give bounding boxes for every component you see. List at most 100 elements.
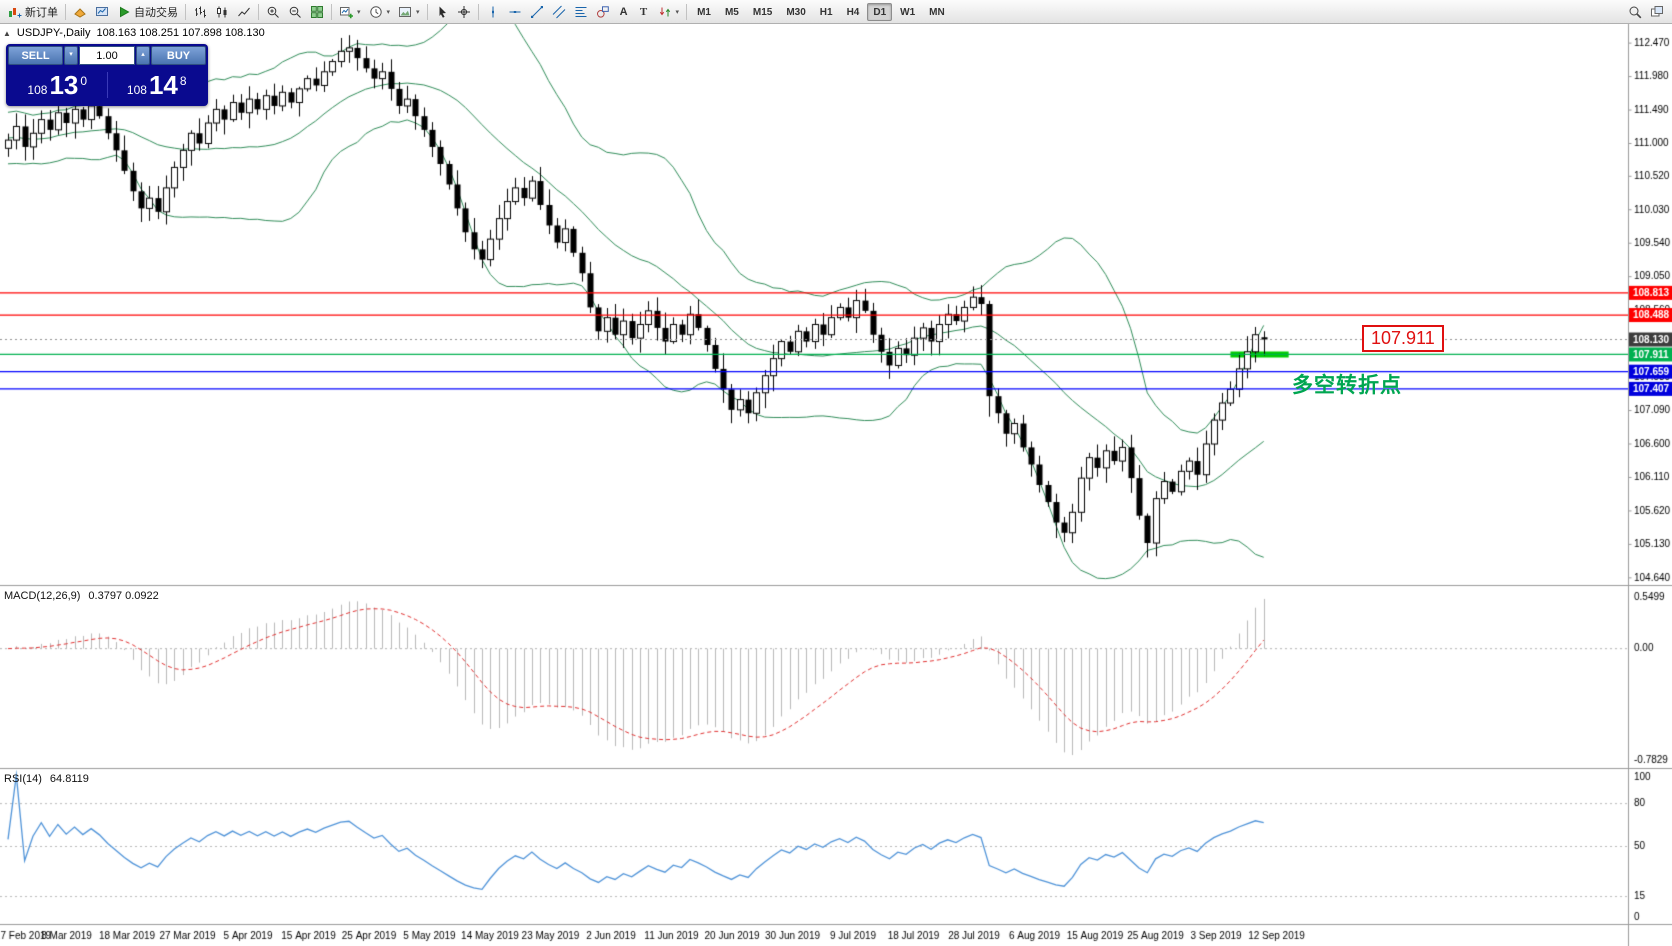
- dropdown-caret-icon: ▾: [357, 8, 361, 16]
- new-chart-icon: [340, 6, 353, 18]
- shapes-button[interactable]: [592, 2, 614, 22]
- rsi-name: RSI(14): [4, 773, 42, 785]
- timeframe-h4-button[interactable]: H4: [846, 6, 860, 18]
- candles-icon: [217, 6, 227, 17]
- autotrading-button[interactable]: 自动交易: [113, 2, 182, 22]
- buy-button[interactable]: BUY: [151, 46, 206, 65]
- play-icon: [120, 6, 130, 17]
- text-button[interactable]: A: [614, 2, 634, 22]
- crosshair-button[interactable]: [453, 2, 475, 22]
- timeframe-m30-button[interactable]: M30: [786, 6, 806, 18]
- chart-title: ▲ USDJPY-,Daily 108.163 108.251 107.898 …: [3, 27, 265, 39]
- hat-icon: [74, 7, 86, 18]
- text-a-icon: A: [619, 5, 628, 18]
- template-icon: [399, 6, 412, 17]
- trade-panel-controls: SELL ▾ ▴ BUY: [8, 46, 206, 65]
- crosshair-icon: [457, 5, 470, 18]
- tile-windows-button[interactable]: [306, 2, 328, 22]
- channel-icon: [552, 5, 565, 18]
- collapse-panel-icon[interactable]: ▲: [3, 28, 11, 38]
- rsi-indicator-label: RSI(14) 64.8119: [4, 773, 89, 785]
- timeframe-m1-button[interactable]: M1: [697, 6, 711, 18]
- clock-icon: [369, 5, 382, 18]
- dropdown-caret-icon: ▾: [416, 8, 420, 16]
- timeframe-mn-button[interactable]: MN: [929, 6, 945, 18]
- horizontal-line-button[interactable]: [504, 2, 526, 22]
- trend-icon: [530, 5, 543, 18]
- cursor-icon: [439, 6, 446, 18]
- vline-icon: [491, 6, 494, 17]
- dropdown-caret-icon: ▾: [675, 8, 680, 16]
- grid-icon: [311, 5, 323, 18]
- shapes-icon: [596, 5, 609, 18]
- text-t-icon: T: [639, 5, 648, 18]
- text-label-button[interactable]: T: [634, 2, 654, 22]
- window-icon: [1651, 5, 1663, 16]
- mql5-community-button[interactable]: [69, 2, 91, 22]
- toolbar-separator: [477, 3, 479, 20]
- candlestick-chart-button[interactable]: [211, 2, 233, 22]
- lot-size-input[interactable]: [79, 46, 135, 65]
- market-watch-button[interactable]: [91, 2, 113, 22]
- bar-chart-button[interactable]: [189, 2, 211, 22]
- cursor-button[interactable]: [431, 2, 453, 22]
- new-order-icon: [9, 7, 22, 17]
- timeframe-w1-button[interactable]: W1: [900, 6, 916, 18]
- market-icon: [96, 6, 108, 16]
- toolbar-separator: [331, 3, 332, 20]
- toolbar-separator: [686, 3, 688, 20]
- timeframe-h1-button[interactable]: H1: [819, 6, 833, 18]
- sell-button[interactable]: SELL: [8, 46, 63, 65]
- arrow-objects-button[interactable]: ▾: [654, 2, 684, 22]
- toolbar-separator: [185, 3, 186, 20]
- search-icon: [1629, 6, 1642, 18]
- price-annotation-box[interactable]: 107.911: [1362, 325, 1444, 353]
- fibonacci-retracement-button[interactable]: [570, 2, 592, 22]
- equidistant-channel-button[interactable]: [548, 2, 570, 22]
- timeframe-m15-button[interactable]: M15: [752, 6, 773, 18]
- trendline-button[interactable]: [526, 2, 548, 22]
- toolbar-right-group: [1624, 0, 1668, 24]
- timeframe-d1-button[interactable]: D1: [867, 2, 893, 21]
- rsi-value: 64.8119: [49, 773, 89, 785]
- vertical-line-button[interactable]: [482, 2, 504, 22]
- zoom-out-button[interactable]: [284, 2, 306, 22]
- zoom-in-icon: [267, 6, 279, 18]
- main-toolbar: 新订单 自动交易 ▾ ▾ ▾ A T ▾ M1 M5 M15 M30 H1 H4 D1 W1 MN: [0, 0, 1672, 24]
- price-divider: [106, 71, 108, 98]
- toolbar-separator: [258, 3, 259, 20]
- turning-point-note[interactable]: 多空转折点: [1292, 374, 1402, 398]
- arrows-icon: [659, 7, 670, 16]
- toolbar-separator: [65, 3, 66, 20]
- chart-window: ▲ USDJPY-,Daily 108.163 108.251 107.898 …: [0, 24, 1672, 946]
- macd-name: MACD(12,26,9): [4, 590, 81, 602]
- lot-decrease-button[interactable]: ▾: [64, 46, 78, 65]
- templates-button[interactable]: ▾: [394, 2, 424, 22]
- timeframe-m5-button[interactable]: M5: [724, 6, 739, 18]
- timefram e-group: M1 M5 M15 M30 H1 H4 D1 W1 MN: [690, 0, 952, 24]
- price-chart-canvas[interactable]: [0, 24, 1672, 946]
- lot-increase-button[interactable]: ▴: [136, 46, 150, 65]
- zoom-out-icon: [289, 6, 301, 18]
- dropdown-caret-icon: ▾: [386, 8, 391, 16]
- toolbar-separator: [426, 3, 428, 20]
- symbol-period-label: USDJPY-,Daily: [16, 27, 91, 39]
- search-symbol-button[interactable]: [1624, 2, 1646, 22]
- fibo-icon: [575, 6, 587, 17]
- trade-panel-prices: 108 13 0 108 14 8: [8, 65, 206, 104]
- new-chart-button[interactable]: ▾: [335, 2, 365, 22]
- data-window-button[interactable]: [1646, 2, 1668, 22]
- macd-values: 0.3797 0.0922: [88, 590, 159, 602]
- bars-icon: [195, 6, 206, 17]
- toolbar-left-group: 新订单 自动交易 ▾ ▾ ▾ A T ▾: [4, 0, 690, 24]
- ohlc-values: 108.163 108.251 107.898 108.130: [96, 27, 265, 39]
- new-order-button[interactable]: 新订单: [4, 2, 62, 22]
- buy-price[interactable]: 108 14 8: [126, 69, 187, 100]
- profiles-button[interactable]: ▾: [365, 2, 395, 22]
- sell-price[interactable]: 108 13 0: [27, 69, 88, 100]
- macd-indicator-label: MACD(12,26,9) 0.3797 0.0922: [4, 590, 159, 602]
- hline-icon: [509, 10, 521, 13]
- line-chart-button[interactable]: [233, 2, 255, 22]
- zoom-in-button[interactable]: [262, 2, 284, 22]
